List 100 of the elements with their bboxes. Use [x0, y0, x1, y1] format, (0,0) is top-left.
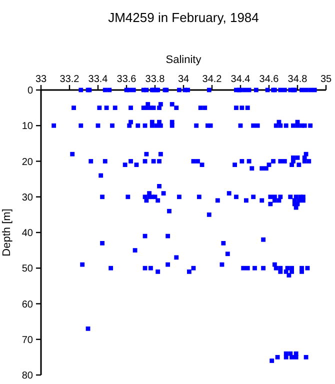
- point: [244, 198, 248, 203]
- point: [278, 88, 283, 92]
- point: [148, 266, 153, 270]
- point: [284, 123, 288, 128]
- point: [270, 358, 274, 363]
- point: [100, 240, 104, 246]
- point: [296, 162, 302, 168]
- point: [246, 88, 252, 92]
- y-tick-label: 40: [22, 228, 34, 239]
- point: [304, 354, 308, 360]
- point: [296, 198, 302, 203]
- point: [312, 88, 317, 92]
- point: [290, 162, 294, 168]
- point: [110, 123, 114, 128]
- point: [242, 88, 247, 92]
- point: [98, 173, 104, 178]
- point: [151, 159, 156, 164]
- point: [272, 198, 277, 203]
- point: [144, 198, 149, 203]
- x-tick-label: 34.2: [202, 74, 222, 85]
- point: [128, 106, 133, 110]
- point: [282, 159, 287, 164]
- x-tick-label: 33: [35, 74, 47, 85]
- point: [127, 88, 132, 92]
- y-tick-label: 10: [22, 121, 34, 132]
- point: [300, 269, 304, 274]
- y-tick-label: 70: [22, 334, 34, 346]
- point: [107, 88, 112, 92]
- x-tick-label: 34.8: [288, 74, 308, 85]
- point: [232, 162, 237, 168]
- point: [301, 198, 306, 203]
- point: [156, 269, 160, 274]
- point: [234, 194, 238, 200]
- point: [246, 159, 252, 164]
- point: [177, 194, 182, 200]
- point: [294, 354, 298, 360]
- point: [72, 106, 76, 110]
- point: [308, 123, 313, 128]
- point: [254, 88, 258, 92]
- point: [142, 123, 148, 128]
- x-tick-label: 35: [320, 74, 332, 85]
- point: [302, 159, 307, 164]
- point: [70, 152, 75, 156]
- point: [291, 123, 296, 128]
- point: [158, 123, 163, 128]
- x-tick-label: 33.6: [116, 74, 137, 85]
- point: [157, 184, 162, 188]
- point: [97, 106, 102, 110]
- point: [187, 269, 192, 274]
- point: [295, 155, 300, 160]
- point: [206, 88, 212, 92]
- point: [274, 266, 278, 270]
- point: [234, 106, 238, 110]
- point: [132, 248, 138, 253]
- point: [112, 106, 118, 110]
- point: [157, 106, 162, 110]
- point: [260, 166, 264, 171]
- point: [177, 88, 182, 92]
- point: [308, 88, 313, 92]
- point: [157, 159, 162, 164]
- point: [268, 202, 273, 206]
- point: [196, 159, 200, 164]
- point: [250, 166, 254, 171]
- point: [226, 191, 232, 196]
- point: [126, 194, 130, 200]
- point: [142, 159, 148, 164]
- point: [278, 123, 283, 128]
- point: [305, 266, 310, 270]
- point: [261, 266, 266, 270]
- point: [158, 152, 163, 156]
- point: [302, 123, 307, 128]
- point: [240, 159, 244, 164]
- point: [136, 123, 140, 128]
- y-tick-label: 0: [27, 86, 34, 96]
- point: [240, 106, 244, 110]
- point: [134, 162, 139, 168]
- point: [282, 88, 287, 92]
- point: [191, 159, 196, 164]
- point: [52, 123, 56, 128]
- point: [166, 234, 170, 238]
- point: [128, 159, 133, 164]
- point: [144, 152, 149, 156]
- point: [78, 123, 84, 128]
- point: [274, 123, 278, 128]
- point: [174, 106, 179, 110]
- point: [142, 234, 148, 238]
- point: [284, 354, 288, 360]
- point: [260, 198, 264, 203]
- point: [241, 266, 246, 270]
- point: [288, 194, 293, 200]
- point: [271, 159, 276, 164]
- point: [278, 159, 283, 164]
- point: [206, 212, 212, 217]
- point: [100, 194, 104, 200]
- x-axis-title: Salinity: [166, 54, 202, 66]
- point: [151, 106, 156, 110]
- point: [78, 88, 84, 92]
- point: [202, 106, 208, 110]
- point: [170, 102, 174, 106]
- point: [96, 123, 100, 128]
